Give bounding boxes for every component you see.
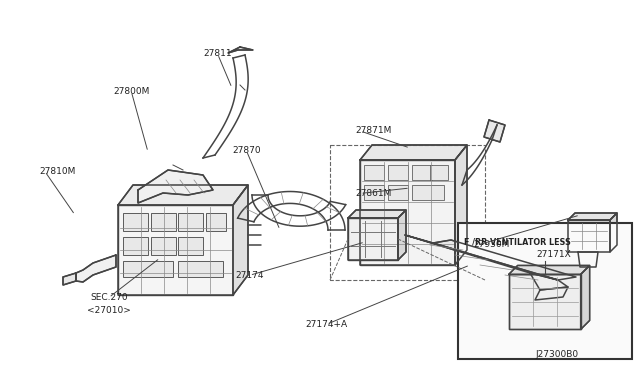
Bar — [412, 185, 444, 200]
Polygon shape — [455, 145, 467, 265]
Bar — [330, 145, 485, 280]
Bar — [458, 223, 632, 359]
Bar — [151, 213, 176, 231]
Polygon shape — [509, 275, 580, 330]
Polygon shape — [118, 205, 233, 295]
Bar — [151, 237, 176, 255]
Bar — [178, 237, 203, 255]
Bar — [412, 165, 432, 180]
Text: 27811: 27811 — [204, 49, 232, 58]
Polygon shape — [228, 47, 253, 53]
Bar — [178, 213, 203, 231]
Polygon shape — [138, 170, 213, 203]
Text: 27174: 27174 — [236, 271, 264, 280]
Polygon shape — [76, 255, 116, 282]
Bar — [430, 165, 448, 180]
Bar — [206, 213, 226, 231]
Text: 27174+A: 27174+A — [305, 320, 348, 329]
Polygon shape — [535, 287, 568, 300]
Bar — [178, 261, 223, 277]
Polygon shape — [568, 213, 617, 220]
Polygon shape — [433, 240, 576, 280]
Polygon shape — [63, 273, 76, 285]
Text: 27861M: 27861M — [355, 189, 392, 198]
Text: 27870: 27870 — [232, 146, 260, 155]
Bar — [388, 185, 408, 200]
Polygon shape — [580, 266, 589, 330]
Polygon shape — [118, 185, 248, 205]
Text: F /RR VENTILATOR LESS: F /RR VENTILATOR LESS — [463, 237, 570, 246]
Bar — [123, 261, 173, 277]
Polygon shape — [348, 218, 398, 260]
Bar — [364, 165, 384, 180]
Polygon shape — [484, 120, 505, 142]
Bar — [388, 165, 408, 180]
Polygon shape — [360, 145, 467, 160]
Text: 27871M: 27871M — [355, 126, 392, 135]
Polygon shape — [405, 235, 558, 280]
Bar — [123, 213, 148, 231]
Polygon shape — [530, 273, 568, 290]
Text: 27800M: 27800M — [113, 87, 149, 96]
Polygon shape — [233, 185, 248, 295]
Text: SEC.270: SEC.270 — [90, 293, 127, 302]
Polygon shape — [398, 210, 406, 260]
Bar — [364, 185, 384, 200]
Bar — [123, 237, 148, 255]
Text: 27810M: 27810M — [40, 167, 76, 176]
Polygon shape — [578, 252, 598, 267]
Polygon shape — [568, 220, 610, 252]
Polygon shape — [348, 210, 406, 218]
Text: 27171X: 27171X — [536, 250, 572, 259]
Text: J27300B0: J27300B0 — [535, 350, 579, 359]
Polygon shape — [360, 160, 455, 265]
Polygon shape — [509, 266, 589, 275]
Text: <27010>: <27010> — [87, 306, 131, 315]
Text: 27930M: 27930M — [474, 240, 510, 249]
Polygon shape — [610, 213, 617, 252]
